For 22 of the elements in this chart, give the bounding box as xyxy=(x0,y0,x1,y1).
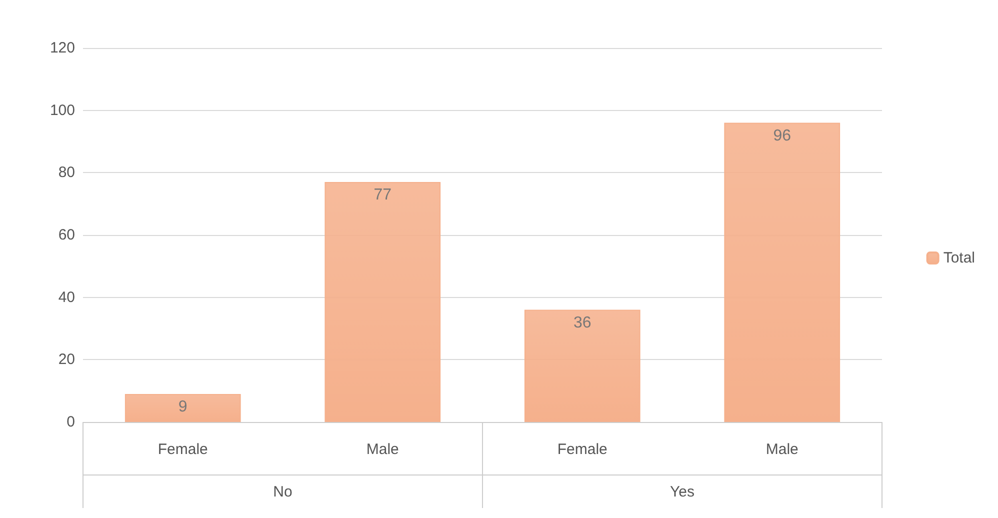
y-tick-label: 60 xyxy=(58,226,75,244)
bar xyxy=(324,182,441,422)
x-tick-label: Female xyxy=(158,441,208,458)
bar xyxy=(124,394,241,422)
bar xyxy=(524,310,640,422)
y-tick-label: 40 xyxy=(58,288,75,306)
y-tick-label: 20 xyxy=(58,351,75,368)
x-tick-label: Male xyxy=(766,441,798,458)
x-tick-label: Male xyxy=(366,441,399,458)
y-tick-label: 0 xyxy=(66,414,75,430)
text: No xyxy=(273,484,292,500)
bar xyxy=(724,122,840,422)
text: Yes xyxy=(670,484,694,500)
y-tick-label: 100 xyxy=(50,102,75,119)
y-tick-label: 120 xyxy=(50,40,75,56)
data-label: 96 xyxy=(773,127,792,144)
x-tick-label: Female xyxy=(557,441,608,458)
data-label: 77 xyxy=(374,186,392,204)
data-label: 9 xyxy=(178,398,188,416)
data-label: 36 xyxy=(573,314,592,332)
y-tick-label: 80 xyxy=(58,164,75,182)
legend-label: Total xyxy=(943,250,976,266)
